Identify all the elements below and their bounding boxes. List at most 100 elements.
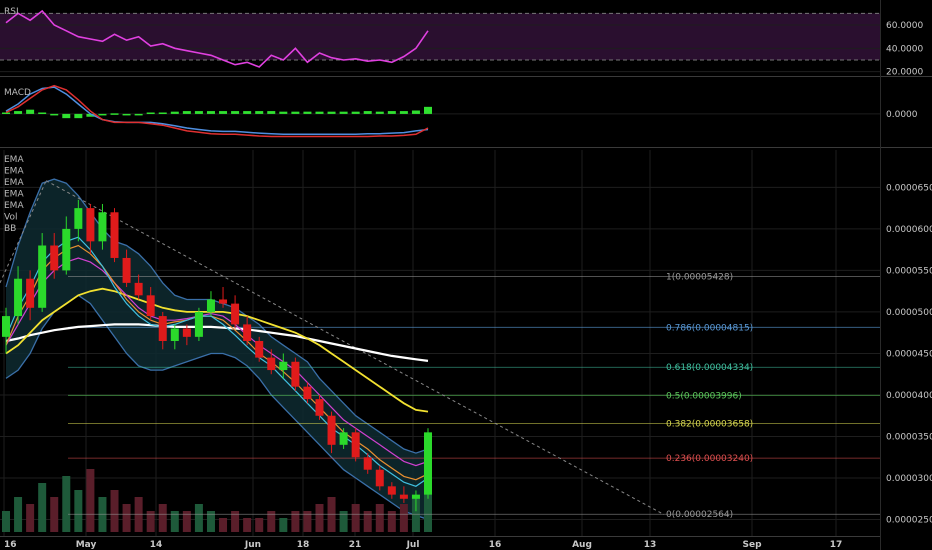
rsi-pane[interactable]: RSI 60.0000 40.0000 20.0000 — [0, 7, 923, 78]
candle-body — [134, 282, 143, 296]
candle-body — [158, 316, 167, 341]
macd-hist-bar — [14, 111, 23, 114]
time-tick-label: May — [76, 540, 97, 550]
candle-body — [194, 311, 203, 337]
macd-hist-bar — [110, 113, 119, 115]
macd-hist-bar — [339, 111, 348, 114]
macd-label: MACD — [4, 88, 31, 98]
candle-body — [86, 208, 95, 242]
time-tick-label: 17 — [830, 540, 843, 550]
candle-body — [315, 399, 324, 416]
candle-body — [291, 361, 300, 387]
volume-bar — [291, 511, 300, 532]
volume-bar — [375, 504, 384, 532]
time-tick-label: 14 — [150, 540, 163, 550]
macd-hist-bar — [219, 111, 228, 114]
candle-body — [339, 432, 348, 445]
volume-bar — [267, 511, 276, 532]
macd-hist-bar — [26, 109, 35, 114]
candle-body — [74, 208, 83, 229]
candle-body — [206, 299, 215, 312]
macd-hist-bar — [122, 113, 131, 116]
macd-hist-bar — [146, 112, 155, 114]
macd-hist-bar — [50, 113, 59, 116]
macd-hist-bar — [243, 111, 252, 114]
volume-bar — [38, 483, 47, 532]
candle-body — [411, 494, 420, 499]
candle-body — [243, 324, 252, 341]
macd-hist-bar — [2, 112, 10, 114]
candle-body — [267, 357, 276, 371]
candle-body — [327, 415, 336, 445]
time-tick-label: 21 — [349, 540, 362, 550]
volume-bar — [170, 511, 179, 532]
time-axis[interactable]: 16 May 14 Jun 18 21 Jul 16 Aug 13 Sep 17 — [4, 540, 842, 550]
macd-hist-bar — [86, 113, 95, 117]
candle-body — [255, 341, 264, 358]
fib-label-2: 0.618(0.00004334) — [666, 363, 753, 373]
volume-bar — [74, 490, 83, 532]
candle-body — [170, 328, 179, 341]
volume-bar — [14, 497, 23, 532]
macd-pane[interactable]: MACD 0.0000 — [0, 84, 918, 138]
volume-bar — [146, 511, 155, 532]
legend-item-vol: Vol — [4, 213, 17, 223]
fib-label-1: 0.786(0.00004815) — [666, 323, 753, 333]
candle-body — [375, 469, 384, 487]
candles[interactable] — [2, 199, 432, 512]
time-tick-label: 18 — [297, 540, 310, 550]
macd-hist-bar — [363, 111, 372, 114]
volume-bar — [255, 518, 264, 532]
candle-body — [38, 245, 47, 308]
macd-tick-label: 0.0000 — [886, 110, 918, 120]
candle-body — [351, 432, 360, 458]
candle-body — [279, 361, 288, 371]
candle-body — [387, 486, 396, 495]
trend-line-left[interactable] — [0, 180, 47, 284]
macd-axis: 0.0000 — [886, 110, 918, 120]
time-tick-label: Jul — [406, 540, 420, 550]
volume-bar — [387, 511, 396, 532]
volume-bar — [279, 518, 288, 532]
macd-hist-bar — [98, 113, 107, 116]
volume-bar — [206, 511, 215, 532]
volume-bar — [26, 504, 35, 532]
rsi-tick-label: 20.0000 — [886, 68, 923, 78]
volume-bar — [158, 504, 167, 532]
macd-hist-bar — [327, 111, 336, 114]
ema-magenta-line — [5, 257, 429, 467]
candle-body — [399, 494, 408, 499]
time-tick-label: Sep — [742, 540, 762, 550]
volume-bars — [2, 469, 432, 532]
candle-body — [2, 316, 10, 337]
macd-hist-bar — [170, 111, 179, 114]
bollinger-upper — [5, 178, 429, 454]
macd-hist-bar — [267, 111, 276, 114]
volume-bar — [182, 511, 191, 532]
macd-hist-bar — [411, 110, 420, 114]
price-pane[interactable]: 1(0.00005428) 0.786(0.00004815) 0.618(0.00… — [0, 150, 932, 536]
time-tick-label: 16 — [489, 540, 502, 550]
volume-bar — [194, 504, 203, 532]
signal-line — [5, 84, 429, 138]
candle-body — [182, 328, 191, 337]
bollinger-band-fill — [6, 179, 428, 520]
candle-body — [219, 299, 228, 304]
volume-bar — [2, 511, 10, 532]
rsi-tick-label: 40.0000 — [886, 44, 923, 54]
candle-body — [14, 278, 23, 317]
time-tick-label: Jun — [244, 540, 261, 550]
macd-hist-bar — [351, 111, 360, 114]
macd-hist-bar — [387, 111, 396, 114]
candle-body — [231, 303, 240, 325]
macd-hist-bar — [375, 111, 384, 114]
fib-label-0: 1(0.00005428) — [666, 272, 733, 282]
volume-bar — [303, 511, 312, 532]
candle-body — [50, 245, 59, 271]
fib-label-3: 0.5(0.00003996) — [666, 391, 742, 401]
